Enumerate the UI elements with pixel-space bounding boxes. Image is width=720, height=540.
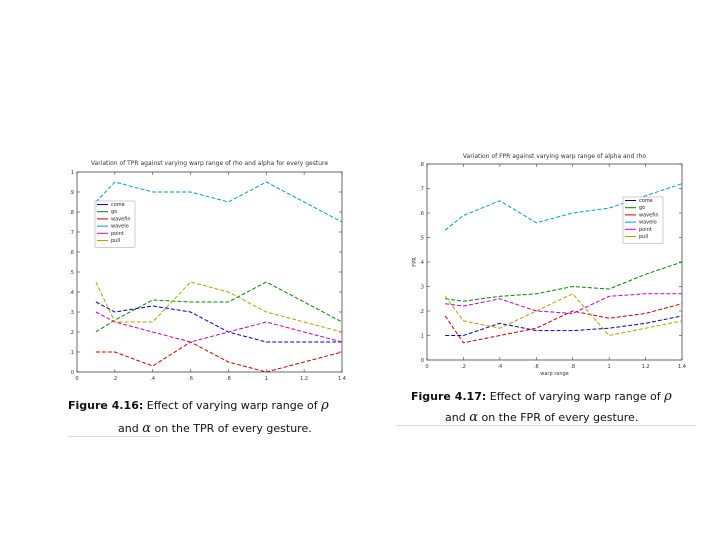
fig16-alpha: α: [142, 421, 151, 436]
series-pull-line: [95, 281, 343, 333]
x-tick-label: .4: [497, 364, 502, 370]
fpr-figure: Variation of FPR against varying warp ra…: [405, 146, 695, 386]
series-come-line: [445, 315, 683, 336]
fig16-caption-line2: and α on the TPR of every gesture.: [118, 421, 312, 437]
y-tick-label: 0: [71, 370, 74, 376]
y-tick-label: .7: [419, 187, 424, 193]
tpr-figure: Variation of TPR against varying warp ra…: [55, 152, 355, 392]
fig17-alpha: α: [469, 410, 478, 425]
y-tick-label: .3: [419, 285, 424, 291]
legend-box: [94, 200, 136, 248]
fig16-label: Figure 4.16:: [68, 399, 144, 412]
y-tick-label: .6: [69, 250, 74, 256]
fig17-divider: [396, 425, 696, 426]
legend-label-wavelo: wavelo: [111, 224, 129, 230]
fig16-rho: ρ: [321, 398, 329, 413]
x-tick-label: 1.2: [300, 376, 308, 382]
fpr-chart: Variation of FPR against varying warp ra…: [412, 153, 686, 377]
series-go-line: [445, 261, 683, 302]
series-pull-line: [444, 293, 683, 337]
legend-label-come: come: [639, 198, 653, 204]
fig16-text: Effect of varying warp range of: [146, 399, 318, 412]
legend-label-pull: pull: [111, 238, 120, 244]
x-tick-label: 1: [265, 376, 268, 382]
series-wavefin-line: [95, 341, 343, 373]
x-tick-label: 1.2: [642, 364, 650, 370]
y-tick-label: 0: [421, 358, 424, 364]
x-tick-label: .8: [226, 376, 231, 382]
x-tick-label: .6: [188, 376, 193, 382]
y-tick-label: .6: [419, 211, 424, 217]
x-tick-label: 0: [75, 376, 78, 382]
series-point-line: [445, 293, 682, 314]
y-tick-label: .8: [69, 210, 74, 216]
tpr-chart: Variation of TPR against varying warp ra…: [69, 160, 346, 382]
y-tick-label: .9: [69, 190, 74, 196]
y-tick-label: .5: [419, 236, 424, 242]
x-axis-label: warp range: [540, 371, 569, 377]
fig17-tail: on the FPR of every gesture.: [481, 411, 639, 424]
y-tick-label: .7: [69, 230, 74, 236]
fig16-tail: on the TPR of every gesture.: [154, 422, 312, 435]
legend-box: [622, 196, 664, 244]
legend-label-go: go: [639, 205, 645, 211]
legend-label-wavelo: wavelo: [639, 220, 657, 226]
fig17-label: Figure 4.17:: [411, 390, 487, 403]
y-tick-label: .1: [419, 334, 424, 340]
legend-label-pull: pull: [639, 234, 648, 240]
y-axis-label: FPR: [412, 257, 418, 267]
y-tick-label: .1: [69, 350, 74, 356]
fig17-text: Effect of varying warp range of: [489, 390, 661, 403]
x-tick-label: 1: [608, 364, 611, 370]
legend-label-wavefin: wavefin: [111, 216, 131, 222]
x-tick-label: .8: [570, 364, 575, 370]
y-tick-label: .5: [69, 270, 74, 276]
chart-title: Variation of TPR against varying warp ra…: [91, 160, 328, 167]
fig16-divider: [68, 436, 160, 437]
x-tick-label: .4: [150, 376, 155, 382]
chart-title: Variation of FPR against varying warp ra…: [463, 153, 647, 160]
series-come-line: [95, 301, 342, 343]
x-tick-label: 1.4: [678, 364, 686, 370]
series-wavefin-line: [444, 303, 683, 344]
fig17-rho: ρ: [664, 389, 672, 404]
x-tick-label: 1.4: [338, 376, 346, 382]
y-tick-label: .3: [69, 310, 74, 316]
series-go-line: [95, 281, 343, 333]
x-tick-label: .2: [112, 376, 117, 382]
x-tick-label: .6: [534, 364, 539, 370]
x-tick-label: 0: [425, 364, 428, 370]
legend-label-point: point: [639, 227, 652, 233]
x-tick-label: .2: [461, 364, 466, 370]
series-wavelo-line: [95, 181, 343, 223]
series-point-line: [95, 311, 343, 343]
y-tick-label: 1: [71, 170, 74, 176]
fig17-and: and: [445, 411, 466, 424]
legend-label-point: point: [111, 231, 124, 237]
legend-label-go: go: [111, 209, 117, 215]
fig17-caption-line2: and α on the FPR of every gesture.: [445, 410, 638, 426]
legend-label-come: come: [111, 202, 125, 208]
y-tick-label: .4: [69, 290, 74, 296]
fig17-caption: Figure 4.17: Effect of varying warp rang…: [411, 389, 672, 405]
y-tick-label: .4: [419, 260, 424, 266]
y-tick-label: .2: [69, 330, 74, 336]
fig16-caption: Figure 4.16: Effect of varying warp rang…: [68, 398, 329, 414]
plot-frame: [426, 163, 683, 361]
y-tick-label: .8: [419, 162, 424, 168]
legend-label-wavefin: wavefin: [639, 212, 659, 218]
fig16-and: and: [118, 422, 139, 435]
y-tick-label: .2: [419, 309, 424, 315]
